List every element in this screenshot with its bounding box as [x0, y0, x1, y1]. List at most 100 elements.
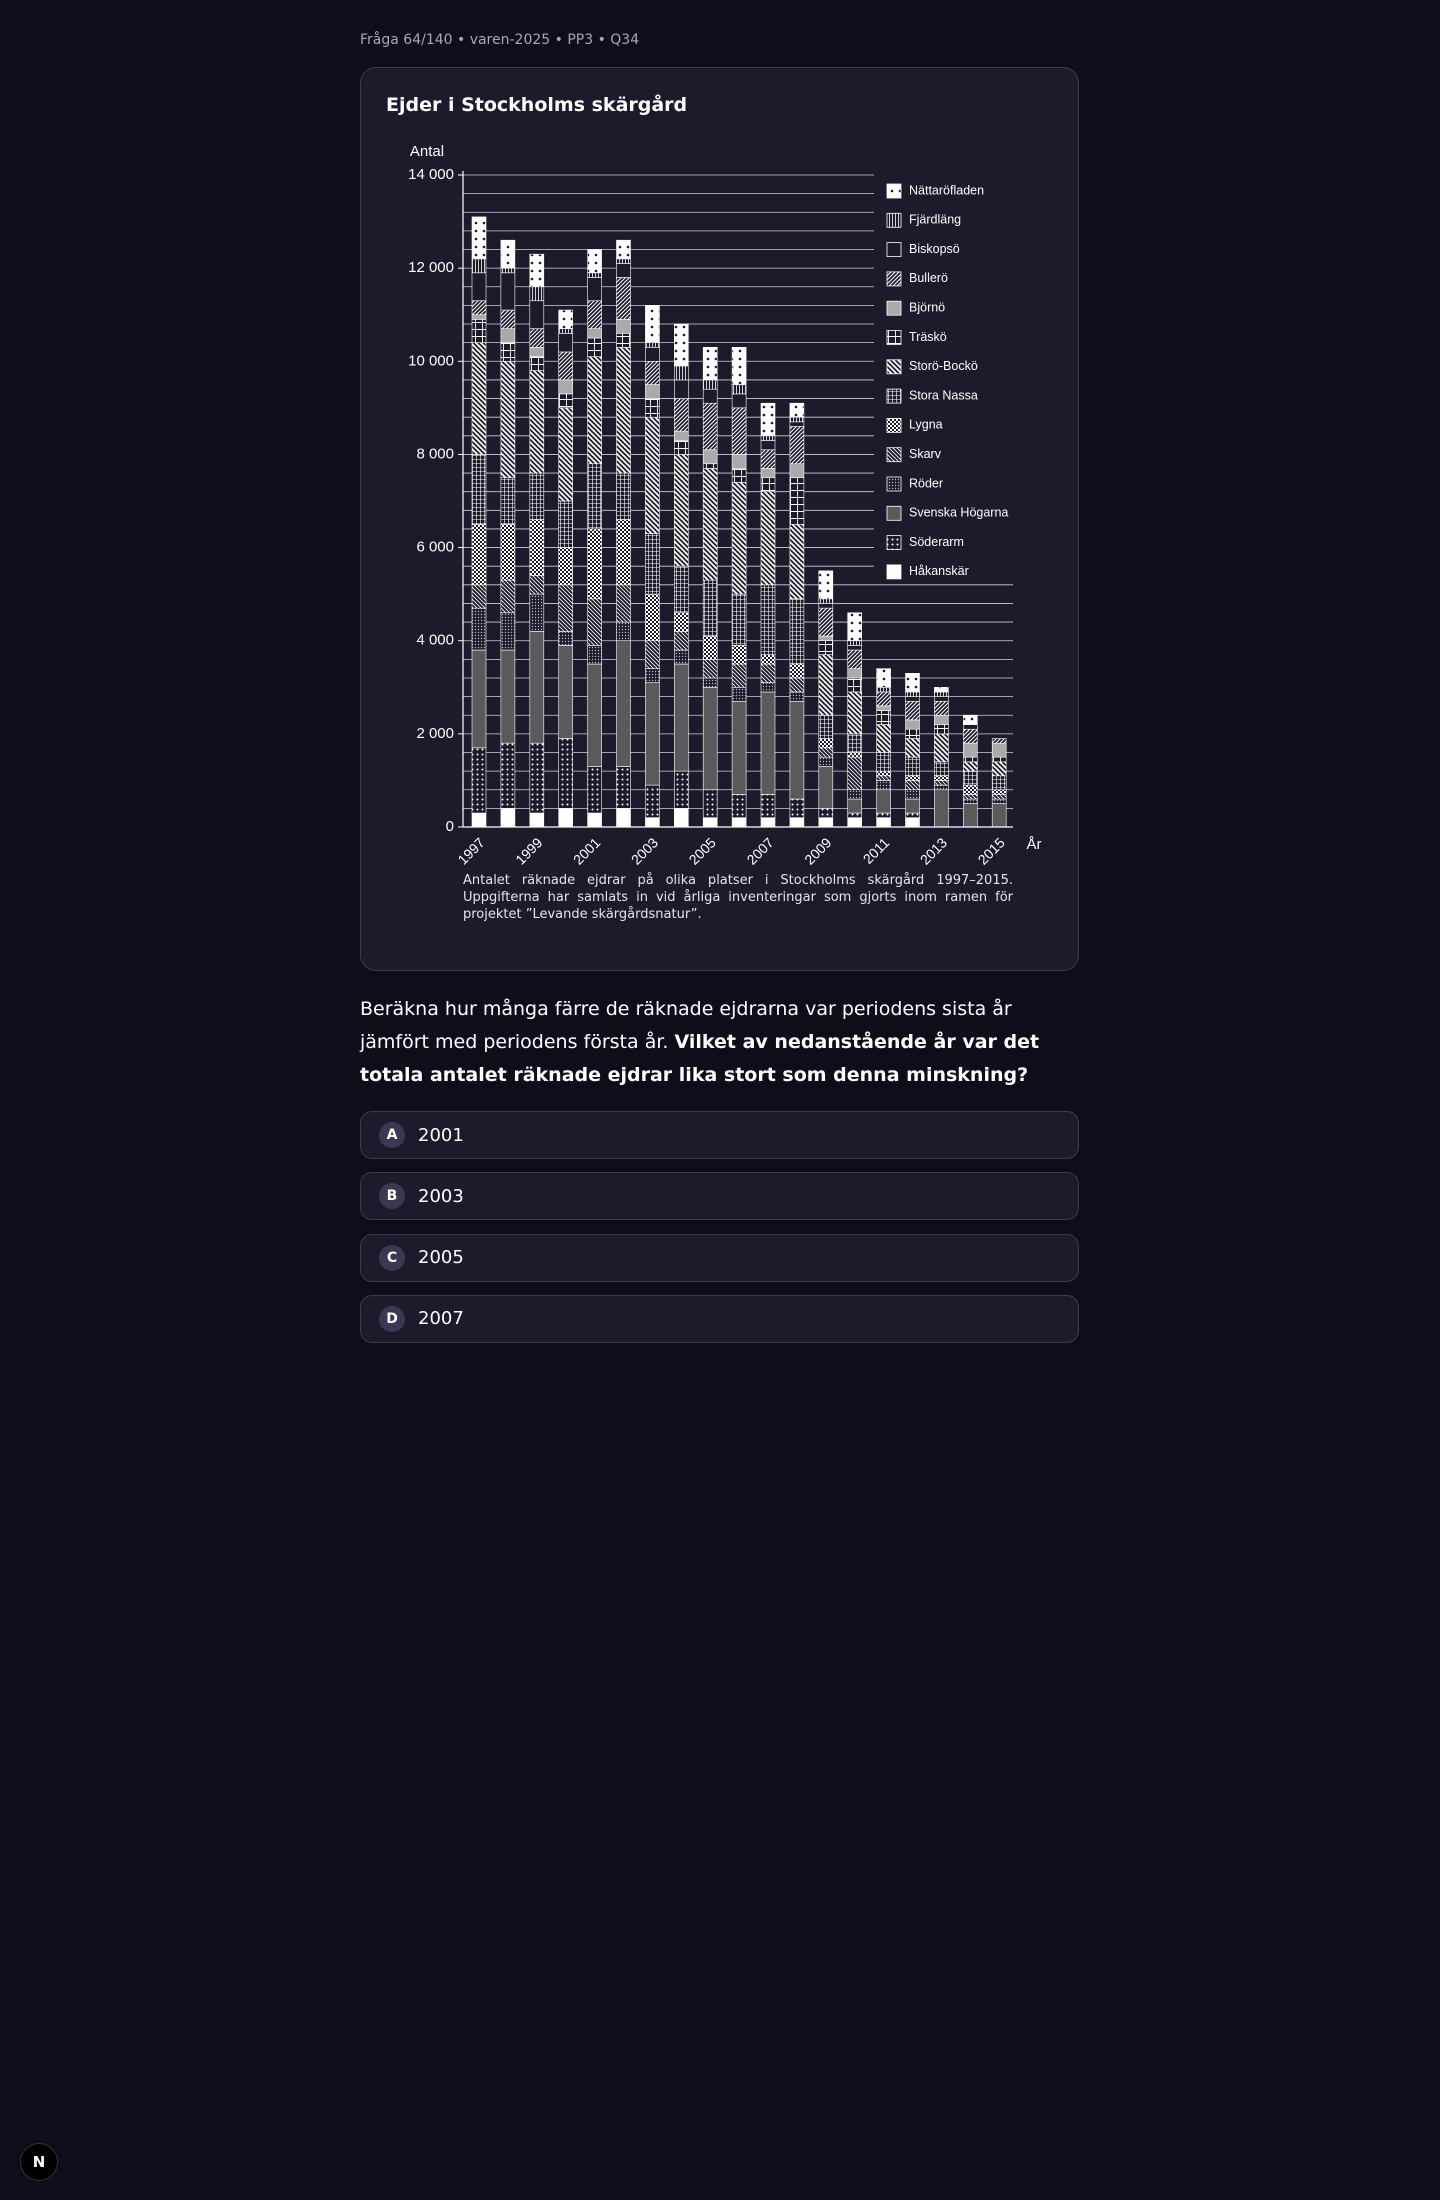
- bar-segment: [616, 277, 631, 320]
- legend-swatch: [886, 417, 902, 433]
- legend-label: Nättaröfladen: [909, 183, 984, 197]
- bar-segment: [905, 673, 920, 693]
- bar-segment: [876, 752, 891, 772]
- bar-segment: [962, 756, 978, 763]
- bar-segment: [529, 593, 545, 632]
- legend-swatch: [886, 505, 902, 521]
- bar-segment: [673, 631, 689, 651]
- bar-segment: [789, 700, 805, 800]
- bar-segment: [500, 267, 516, 274]
- x-tick-label: 2011: [860, 834, 893, 867]
- bar-segment: [558, 500, 573, 548]
- bar-segment: [760, 491, 776, 586]
- bar-segment: [673, 323, 689, 367]
- legend-label: Skarv: [909, 447, 942, 461]
- bar-segment: [731, 593, 747, 646]
- bar-segment: [847, 789, 863, 800]
- legend-label: Svenska Högarna: [909, 506, 1008, 520]
- legend-label: Björnö: [909, 300, 945, 314]
- bar-segment: [471, 747, 487, 814]
- bar-segment: [818, 635, 834, 642]
- bar-segment: [818, 808, 834, 818]
- bar-segment: [934, 733, 949, 763]
- bar-segment: [847, 640, 863, 646]
- bar-segment: [558, 808, 573, 828]
- bar-segment: [905, 756, 920, 777]
- header: Fråga 64/140 • varen-2025 • PP3 • Q34: [360, 32, 640, 48]
- answer-option[interactable]: D 2007: [360, 1294, 1079, 1343]
- legend-label: Röder: [909, 476, 943, 490]
- bar-segment: [876, 686, 891, 693]
- bar-segment: [934, 761, 949, 777]
- bar-segment: [789, 523, 805, 600]
- bar-segment: [471, 342, 487, 455]
- bar-segment: [991, 761, 1007, 777]
- bar-segment: [760, 402, 776, 437]
- bar-segment: [558, 738, 573, 809]
- bar-segment: [471, 454, 487, 525]
- bar-segment: [818, 607, 834, 637]
- bar-segment: [760, 435, 776, 441]
- option-letter: A: [379, 1122, 405, 1148]
- bar-segment: [616, 621, 631, 642]
- x-tick-label: 1999: [512, 834, 545, 867]
- bar-segment: [847, 752, 863, 758]
- bar-segment: [818, 756, 834, 767]
- bar-segment: [934, 700, 949, 716]
- bar-segment: [905, 789, 920, 800]
- bar-segment: [500, 742, 516, 809]
- bar-segment: [818, 603, 834, 609]
- y-tick-label: 4 000: [416, 632, 454, 649]
- bar-segment: [760, 817, 776, 828]
- bar-segment: [905, 738, 920, 758]
- bar-segment: [818, 570, 834, 600]
- bar-segment: [616, 333, 631, 348]
- bar-segment: [905, 700, 920, 721]
- bar-segment: [702, 659, 718, 679]
- option-letter: C: [379, 1244, 405, 1271]
- bar-segment: [471, 272, 487, 302]
- legend-swatch: [886, 183, 902, 199]
- bar-segment: [702, 817, 718, 828]
- bar-segment: [731, 482, 747, 595]
- answer-option[interactable]: B 2003: [360, 1172, 1079, 1221]
- bar-segment: [500, 342, 516, 362]
- bar-segment: [500, 612, 516, 651]
- bar-segment: [876, 812, 891, 818]
- legend-swatch: [886, 359, 902, 375]
- bar-segment: [760, 691, 776, 795]
- bar-segment: [991, 738, 1007, 744]
- question-text: Beräkna hur många färre de räknade ejdra…: [360, 998, 1012, 1053]
- bar-segment: [645, 784, 660, 818]
- bar-segment: [645, 640, 660, 669]
- option-text: 2001: [418, 1124, 464, 1146]
- legend-label: Stora Nassa: [909, 388, 978, 402]
- y-tick-label: 14 000: [408, 166, 454, 183]
- legend-label: Storö-Bockö: [909, 359, 978, 373]
- legend-swatch: [886, 388, 902, 404]
- bar-segment: [616, 347, 631, 474]
- bar-segment: [818, 598, 834, 604]
- legend-swatch: [886, 242, 902, 258]
- bar-segment: [905, 812, 920, 818]
- bar-segment: [500, 309, 516, 329]
- bar-segment: [471, 607, 487, 651]
- answer-option[interactable]: A 2001: [360, 1111, 1079, 1159]
- bar-segment: [760, 477, 776, 492]
- bar-segment: [876, 770, 891, 777]
- bar-segment: [673, 454, 689, 567]
- bar-segment: [645, 533, 660, 595]
- bar-segment: [587, 663, 602, 767]
- bar-segment: [702, 347, 718, 381]
- bar-segment: [616, 808, 631, 828]
- x-tick-label: 2009: [801, 834, 834, 867]
- badge[interactable]: N: [20, 2143, 58, 2181]
- bar-segment: [760, 440, 776, 451]
- legend-label: Bullerö: [909, 271, 948, 285]
- bar-segment: [818, 654, 834, 716]
- bar-segment: [789, 691, 805, 702]
- bar-segment: [645, 682, 660, 786]
- bar-segment: [962, 761, 978, 772]
- answer-option[interactable]: C 2005: [360, 1233, 1079, 1282]
